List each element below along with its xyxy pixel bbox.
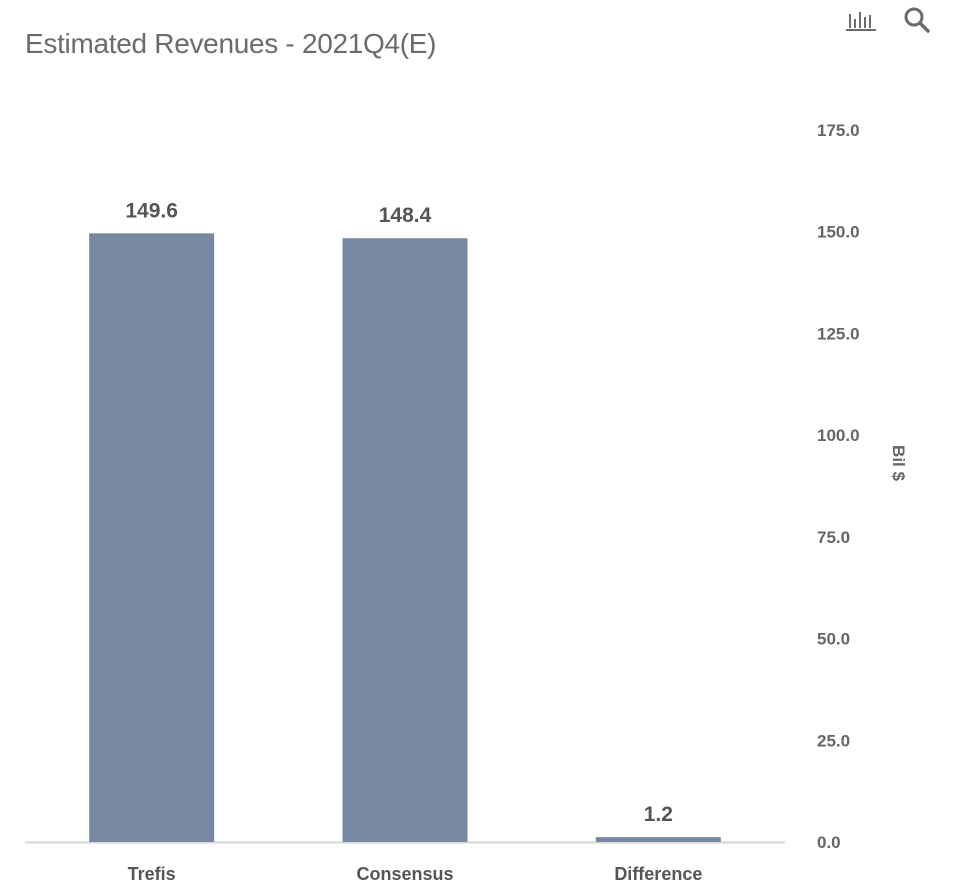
chart-toolbar bbox=[844, 6, 934, 34]
data-label-consensus: 148.4 bbox=[379, 204, 432, 227]
y-tick-label: 0.0 bbox=[817, 833, 841, 852]
y-tick-label: 150.0 bbox=[817, 223, 860, 242]
bar-trefis bbox=[89, 233, 215, 842]
y-tick-label: 125.0 bbox=[817, 324, 860, 343]
x-tick-label-difference: Difference bbox=[614, 864, 702, 884]
x-tick-label-consensus: Consensus bbox=[356, 864, 453, 884]
bar-consensus bbox=[342, 238, 468, 842]
y-tick-label: 50.0 bbox=[817, 630, 850, 649]
bar-chart-icon[interactable] bbox=[844, 6, 878, 34]
y-tick-label: 25.0 bbox=[817, 731, 850, 750]
y-tick-label: 175.0 bbox=[817, 121, 860, 140]
y-tick-label: 75.0 bbox=[817, 528, 850, 547]
y-axis-title: Bil $ bbox=[889, 445, 908, 481]
x-tick-label-trefis: Trefis bbox=[128, 864, 176, 884]
y-tick-label: 100.0 bbox=[817, 426, 860, 445]
search-icon[interactable] bbox=[900, 6, 934, 34]
bar-difference bbox=[595, 837, 721, 842]
data-label-difference: 1.2 bbox=[644, 803, 673, 826]
data-label-trefis: 149.6 bbox=[125, 199, 178, 222]
chart-title: Estimated Revenues - 2021Q4(E) bbox=[25, 28, 437, 59]
